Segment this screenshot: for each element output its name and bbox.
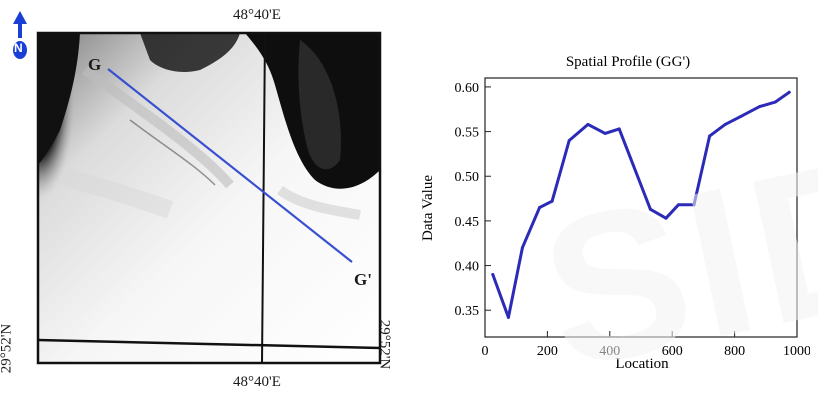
point-label-g: G [88,55,102,74]
data-point [648,207,652,211]
y-tick-label: 0.60 [455,81,480,96]
profile-line [107,68,353,263]
chart-title: Spatial Profile (GG') [566,54,690,70]
data-point [692,203,696,207]
x-tick-label: 1000 [783,344,810,359]
y-tick-label: 0.55 [455,126,480,141]
data-point [550,199,554,203]
data-point [586,122,590,126]
point-label-g-prime: G' [354,270,372,289]
data-point [773,100,777,104]
map-frame [36,31,382,365]
map-panel [13,11,382,365]
data-point [664,216,668,220]
data-point [739,114,743,118]
longitude-label-top: 48°40'E [233,7,281,23]
data-point [538,206,542,209]
latitude-label-left: 29°52'N [0,323,15,374]
y-axis-ticks: 0.35 0.40 0.45 0.50 0.55 0.60 [455,81,491,319]
x-tick-label: 200 [537,344,558,359]
longitude-line [261,32,266,364]
chart-frame [484,77,798,338]
data-point [708,134,712,138]
latitude-line [37,338,381,350]
y-tick-label: 0.45 [455,215,480,230]
profile-chart: Spatial Profile (GG') 0.350.400.450.500.… [420,54,810,372]
data-point [520,246,524,250]
data-point [617,127,621,131]
data-point [676,203,680,207]
latitude-label-right: 29°52'N [376,319,393,370]
x-tick-label: 400 [599,344,620,359]
x-tick-label: 600 [662,344,683,359]
y-tick-label: 0.40 [455,260,480,275]
north-arrow-icon [13,11,27,59]
x-axis-label: Location [615,356,669,372]
data-point [787,90,791,94]
series-line [491,90,791,319]
y-axis-label: Data Value [420,175,436,241]
x-tick-label: 0 [482,344,489,359]
longitude-label-bottom: 48°40'E [233,374,281,390]
y-tick-label: 0.50 [455,170,480,185]
data-point [506,315,510,319]
x-axis-ticks: 0 200 400 600 800 1000 [482,331,810,359]
north-label: N [14,41,23,55]
x-tick-label: 800 [724,344,745,359]
y-tick-label: 0.35 [455,304,480,319]
data-point [491,272,495,276]
satellite-image [38,33,380,363]
data-point [603,131,607,135]
data-point [567,139,571,143]
data-point [723,122,727,126]
data-point [758,105,762,109]
